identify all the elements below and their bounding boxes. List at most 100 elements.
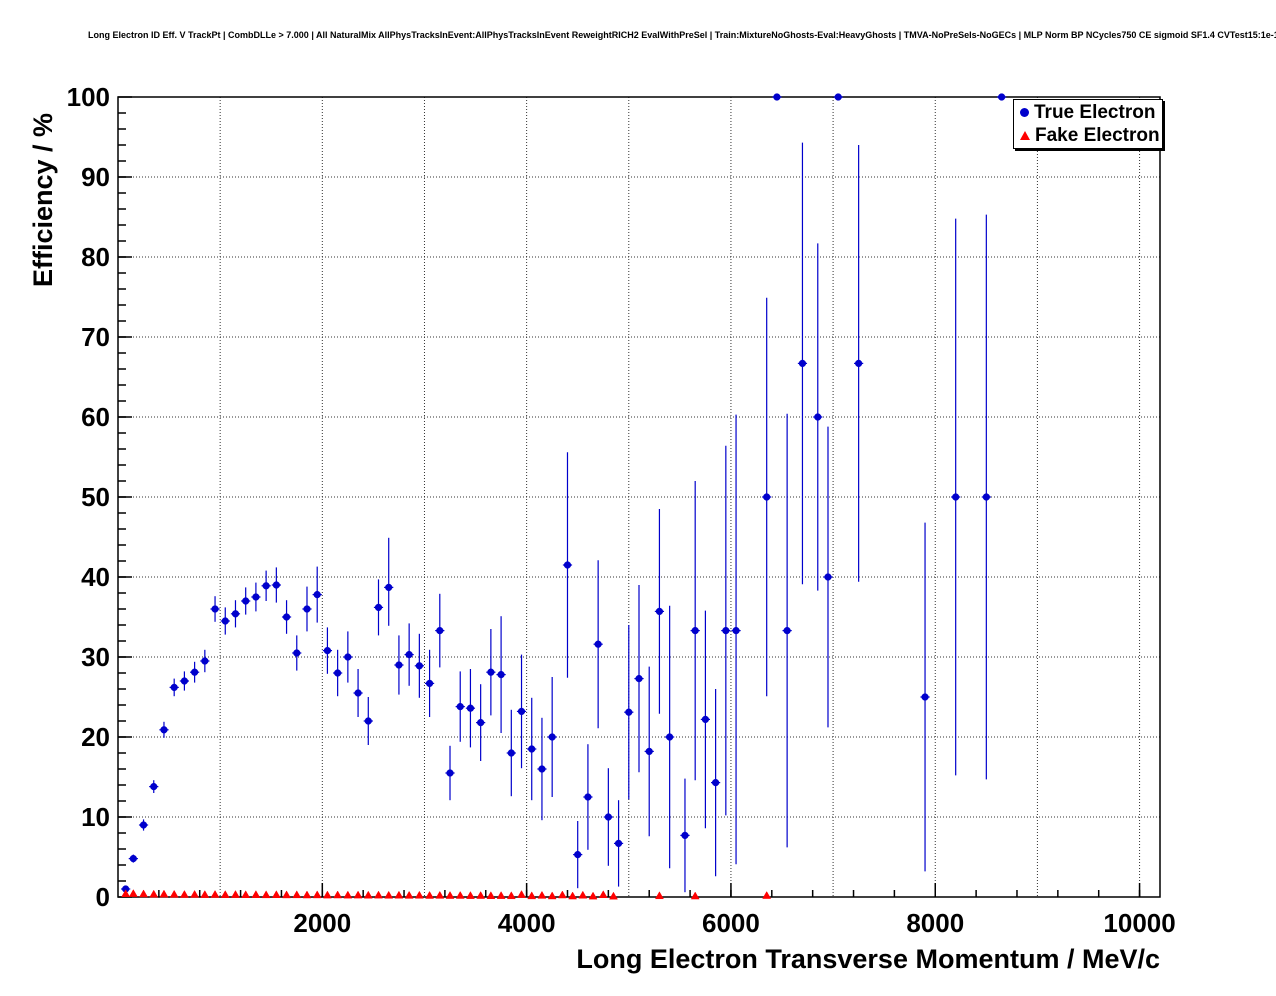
fake-electron-point: [425, 890, 435, 899]
fake-electron-point: [231, 890, 240, 898]
fake-electron-point: [200, 890, 210, 898]
true-electron-point: [655, 607, 664, 616]
fake-electron-point: [261, 890, 271, 899]
svg-text:50: 50: [81, 482, 110, 512]
true-electron-point: [364, 717, 372, 725]
true-electron-point: [773, 93, 781, 101]
fake-electron-point: [302, 890, 312, 899]
svg-text:10000: 10000: [1103, 908, 1175, 938]
fake-electron-point: [241, 890, 251, 899]
fake-electron-point: [322, 890, 332, 899]
fake-electron-point: [343, 890, 353, 899]
fake-electron-point: [121, 889, 131, 898]
svg-text:2000: 2000: [293, 908, 351, 938]
true-electron-point: [323, 646, 332, 655]
fake-electron-point: [353, 890, 363, 899]
fake-electron-point: [251, 890, 261, 898]
true-electron-point: [824, 573, 832, 581]
true-electron-point: [282, 613, 291, 621]
fake-electron-marker-icon: [1020, 131, 1030, 140]
true-electron-point: [763, 493, 771, 501]
fake-electron-point: [282, 890, 291, 899]
fake-electron-point: [384, 890, 394, 899]
fake-electron-point: [690, 891, 700, 900]
true-electron-point: [385, 583, 393, 592]
fake-electron-point: [537, 890, 547, 899]
fake-electron-point: [598, 890, 608, 899]
svg-text:30: 30: [81, 642, 110, 672]
true-electron-point: [497, 670, 505, 679]
true-electron-point: [293, 649, 301, 657]
true-electron-point: [834, 93, 842, 101]
fake-electron-point: [435, 890, 445, 899]
true-electron-point: [456, 702, 464, 711]
svg-text:100: 100: [67, 82, 110, 112]
true-electron-point: [507, 749, 515, 757]
svg-text:0: 0: [96, 882, 110, 912]
true-electron-point: [732, 626, 740, 635]
fake-electron-point: [414, 890, 424, 899]
legend-item-fake-electron: Fake Electron: [1014, 124, 1162, 147]
true-electron-point: [517, 707, 526, 716]
true-electron-point: [854, 359, 863, 368]
fake-electron-point: [588, 891, 598, 900]
true-electron-point: [783, 626, 791, 635]
legend: True Electron Fake Electron: [1013, 99, 1163, 149]
fake-electron-point: [527, 891, 537, 900]
fake-electron-point: [149, 889, 159, 898]
true-electron-point: [415, 662, 424, 670]
true-electron-point: [344, 653, 352, 661]
legend-label-fake-electron: Fake Electron: [1035, 124, 1160, 146]
fake-electron-point: [169, 889, 179, 898]
fake-electron-point: [568, 891, 578, 900]
fake-electron-point: [476, 891, 486, 899]
true-electron-point: [681, 831, 689, 840]
true-electron-point: [170, 683, 178, 692]
true-electron-point: [129, 854, 137, 863]
true-electron-point: [160, 726, 168, 734]
true-electron-point: [405, 650, 413, 659]
plot-title: Long Electron ID Eff. V TrackPt | CombDL…: [88, 30, 1276, 40]
fake-electron-point: [292, 890, 302, 899]
legend-label-true-electron: True Electron: [1034, 101, 1156, 123]
true-electron-point: [231, 610, 240, 618]
true-electron-point: [574, 850, 582, 859]
true-electron-point: [614, 839, 623, 848]
true-electron-point: [487, 668, 495, 676]
fake-electron-point: [374, 890, 383, 899]
true-electron-point: [635, 674, 643, 683]
true-electron-point: [798, 359, 807, 368]
legend-item-true-electron: True Electron: [1014, 101, 1162, 124]
fake-electron-point: [139, 889, 148, 898]
fake-electron-point: [655, 891, 664, 900]
fake-electron-point: [609, 891, 618, 900]
true-electron-point: [221, 617, 229, 625]
fake-electron-point: [159, 889, 169, 898]
svg-text:4000: 4000: [498, 908, 556, 938]
true-electron-point: [190, 668, 199, 676]
svg-text:10: 10: [81, 802, 110, 832]
true-electron-point: [814, 413, 822, 421]
true-electron-point: [180, 677, 189, 685]
fake-electron-point: [271, 890, 281, 899]
true-electron-point: [242, 597, 250, 605]
true-electron-point: [436, 626, 444, 635]
true-electron-point: [211, 605, 219, 613]
svg-text:80: 80: [81, 242, 110, 272]
true-electron-point: [303, 605, 311, 613]
true-electron-marker-icon: [1020, 108, 1029, 117]
true-electron-series: [121, 93, 1007, 893]
fake-electron-point: [363, 890, 373, 899]
x-axis-title: Long Electron Transverse Momentum / MeV/…: [576, 944, 1160, 974]
svg-text:60: 60: [81, 402, 110, 432]
fake-electron-point: [762, 891, 772, 899]
true-electron-point: [272, 581, 280, 589]
fake-electron-point: [404, 890, 414, 899]
true-electron-point: [354, 689, 362, 697]
true-electron-point: [563, 561, 572, 569]
true-electron-point: [333, 669, 342, 677]
fake-electron-point: [190, 889, 200, 898]
fake-electron-point: [312, 890, 322, 899]
